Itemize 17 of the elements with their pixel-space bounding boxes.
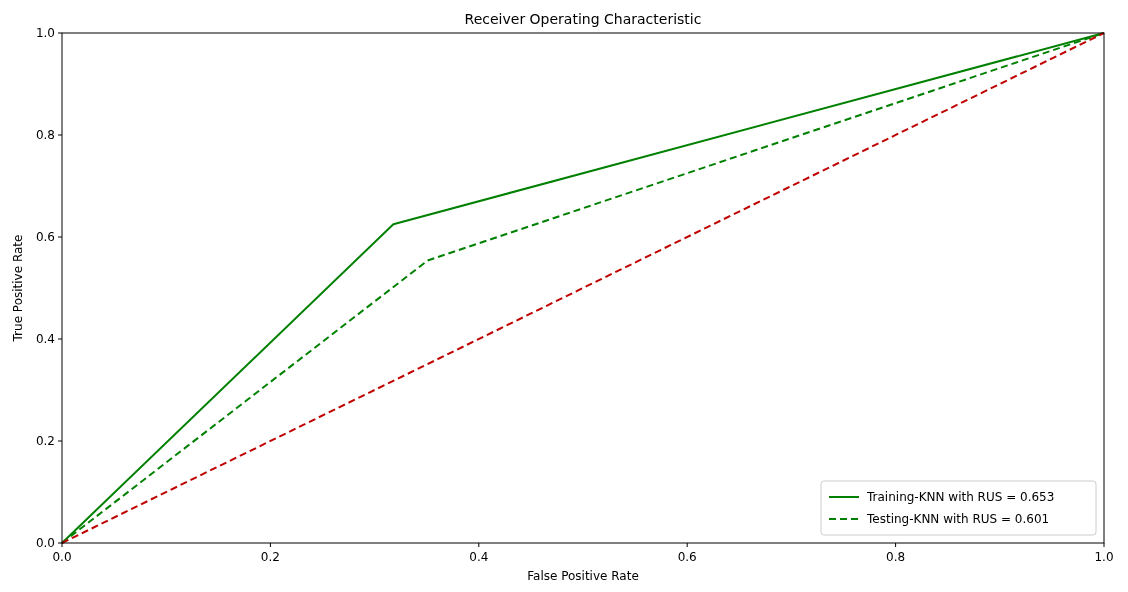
legend-label: Training-KNN with RUS = 0.653 [866,490,1055,504]
chart-title: Receiver Operating Characteristic [464,11,702,27]
x-tick-label: 0.6 [677,550,697,564]
y-tick-label: 0.8 [35,128,55,142]
legend-label: Testing-KNN with RUS = 0.601 [866,512,1050,526]
x-tick-label: 0.4 [469,550,489,564]
y-tick-label: 0.0 [35,536,55,550]
y-tick-label: 0.4 [35,332,55,346]
x-tick-label: 0.2 [260,550,280,564]
x-tick-label: 0.0 [52,550,72,564]
x-tick-label: 0.8 [886,550,906,564]
y-axis-title: True Positive Rate [11,234,25,343]
x-axis-title: False Positive Rate [527,569,639,583]
x-tick-label: 1.0 [1094,550,1114,564]
y-tick-label: 0.6 [35,230,55,244]
y-tick-label: 1.0 [35,26,55,40]
y-tick-label: 0.2 [35,434,55,448]
